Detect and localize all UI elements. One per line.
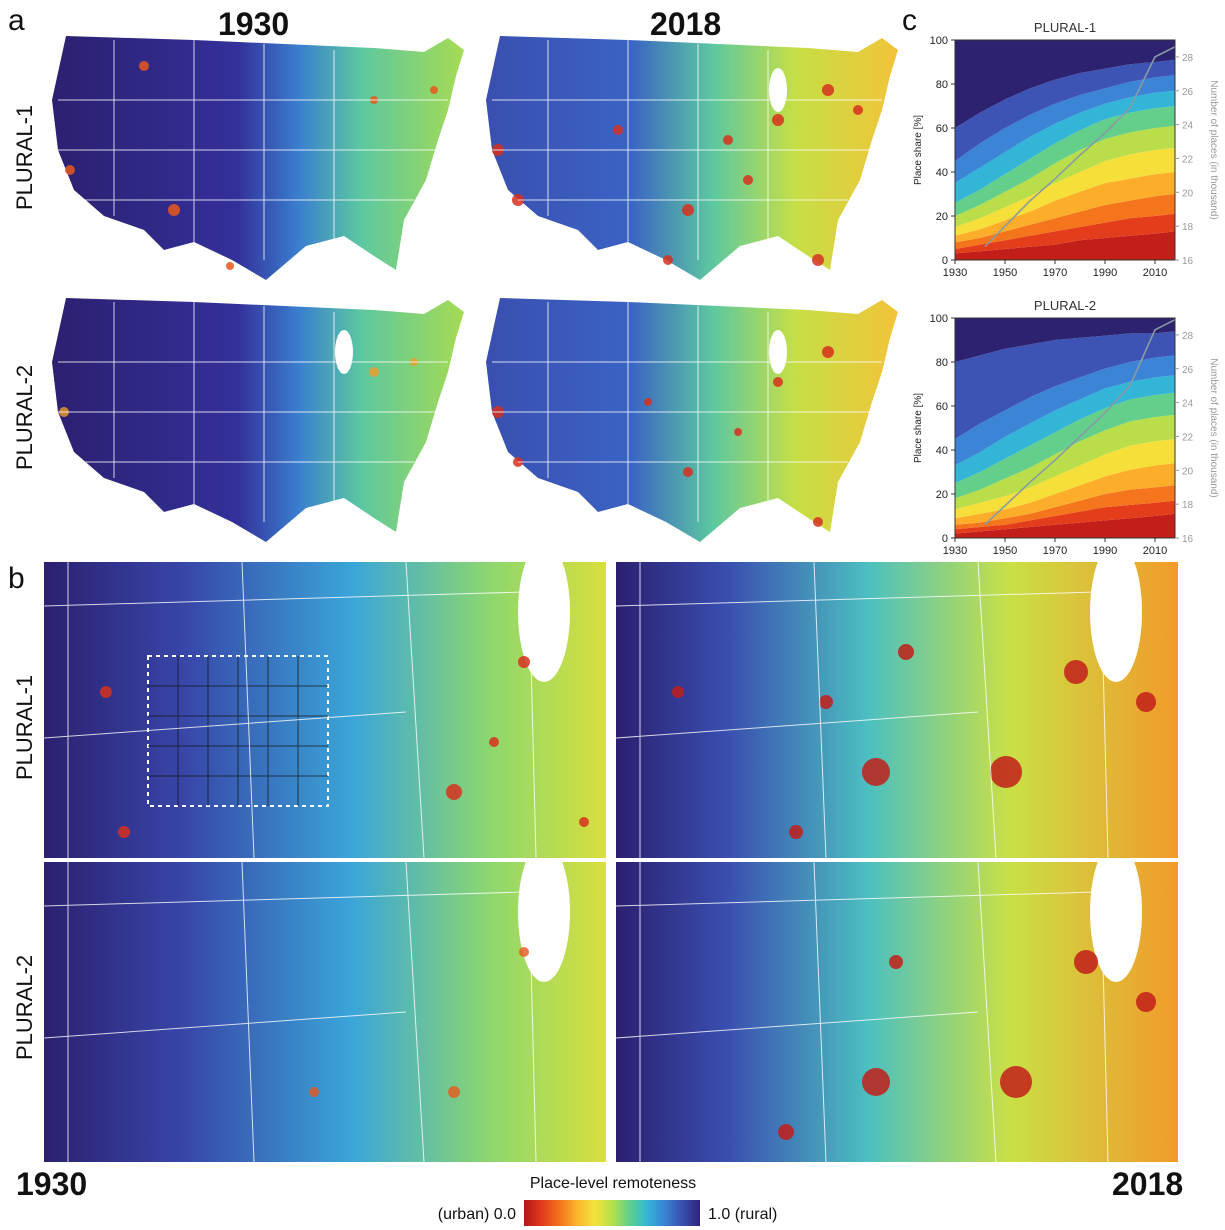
chart-title: PLURAL-2 (1034, 298, 1096, 313)
colorbar-right-label: 1.0 (rural) (708, 1206, 778, 1223)
y-tick-label: 40 (936, 167, 948, 179)
area-band-4 (955, 172, 1175, 243)
y-tick-label: 0 (942, 533, 948, 545)
y2-axis-label: Number of places (in thousand) (1208, 358, 1219, 498)
area-band-7 (955, 106, 1175, 216)
map-region-plural-1-1930 (44, 562, 606, 858)
row-label-b-plural-2: PLURAL-2 (12, 954, 37, 1060)
x-tick-label: 1970 (1043, 545, 1067, 557)
x-tick-label: 1930 (943, 267, 967, 279)
area-band-1 (955, 513, 1175, 538)
y2-tick-label: 18 (1182, 222, 1194, 233)
y2-tick-label: 22 (1182, 154, 1194, 165)
panel-label-c: c (902, 4, 917, 37)
colorbar-gradient (524, 1200, 700, 1226)
stacked-area-chart-plural-2: PLURAL-2 0 20 40 60 80 100 1930 1950 1970 1990 2010… (913, 298, 1219, 557)
row-label-a-plural-2: PLURAL-2 (12, 364, 37, 470)
y-tick-label: 60 (936, 401, 948, 413)
y-tick-label: 40 (936, 445, 948, 457)
y2-axis-label: Number of places (in thousand) (1208, 80, 1219, 220)
y-tick-label: 100 (930, 35, 948, 47)
places-count-line (984, 318, 1176, 526)
y2-tick-label: 22 (1182, 432, 1194, 443)
y-tick-label: 100 (930, 313, 948, 325)
area-band-9 (955, 355, 1175, 466)
area-band-8 (955, 90, 1175, 203)
colorbar-left-label: (urban) 0.0 (437, 1206, 516, 1223)
bottom-year-2018: 2018 (1112, 1166, 1184, 1202)
area-band-3 (955, 485, 1175, 530)
y2-tick-label: 26 (1182, 365, 1194, 376)
panel-label-a: a (8, 4, 25, 37)
area-band-11 (955, 40, 1175, 128)
places-count-line (984, 46, 1176, 248)
area-band-5 (955, 147, 1175, 236)
y2-tick-label: 24 (1182, 399, 1194, 410)
y-tick-label: 60 (936, 123, 948, 135)
area-band-2 (955, 500, 1175, 534)
y-tick-label: 0 (942, 255, 948, 267)
y-tick-label: 20 (936, 211, 948, 223)
area-band-6 (955, 125, 1175, 227)
area-band-10 (955, 331, 1175, 439)
x-tick-label: 2010 (1143, 267, 1167, 279)
y2-tick-label: 28 (1182, 53, 1194, 64)
area-band-7 (955, 392, 1175, 499)
stacked-area-chart-plural-1: PLURAL-1 0 20 40 60 80 100 1930 1950 1970 1990 2010… (913, 20, 1219, 279)
area-band-3 (955, 194, 1175, 249)
x-tick-label: 1930 (943, 545, 967, 557)
colorbar-title: Place-level remoteness (529, 1175, 697, 1192)
area-band-6 (955, 414, 1175, 510)
row-label-a-plural-1: PLURAL-1 (12, 104, 37, 210)
y2-tick-label: 28 (1182, 331, 1194, 342)
y2-tick-label: 26 (1182, 87, 1194, 98)
y2-tick-label: 18 (1182, 500, 1194, 511)
area-band-10 (955, 59, 1175, 161)
x-tick-label: 1970 (1043, 267, 1067, 279)
map-us-plural-2-1930 (44, 292, 472, 554)
area-band-9 (955, 75, 1175, 183)
plot-frame (954, 317, 1176, 539)
x-tick-label: 1950 (993, 545, 1017, 557)
x-tick-label: 1950 (993, 267, 1017, 279)
y-tick-label: 80 (936, 357, 948, 369)
y-tick-label: 20 (936, 489, 948, 501)
x-tick-label: 1990 (1093, 267, 1117, 279)
y2-tick-label: 16 (1182, 534, 1194, 545)
row-label-b-plural-1: PLURAL-1 (12, 674, 37, 780)
header-year-1930: 1930 (218, 6, 290, 42)
area-band-1 (955, 231, 1175, 260)
y-axis-label: Place share [%] (913, 393, 924, 463)
map-us-plural-1-1930 (44, 30, 472, 292)
chart-title: PLURAL-1 (1034, 20, 1096, 35)
y2-tick-label: 20 (1182, 466, 1194, 477)
map-us-plural-1-2018 (478, 30, 906, 292)
y-axis-label: Place share [%] (913, 115, 924, 185)
panel-c-charts: PLURAL-1 0 20 40 60 80 100 1930 1950 1970 1990 2010… (905, 18, 1223, 566)
header-year-2018: 2018 (650, 6, 722, 42)
y2-tick-label: 20 (1182, 188, 1194, 199)
y2-tick-label: 24 (1182, 121, 1194, 132)
plot-frame (954, 39, 1176, 261)
x-tick-label: 2010 (1143, 545, 1167, 557)
area-band-2 (955, 213, 1175, 254)
y-tick-label: 80 (936, 79, 948, 91)
area-band-5 (955, 439, 1175, 519)
map-region-plural-2-2018 (616, 862, 1178, 1162)
area-band-8 (955, 375, 1175, 483)
map-region-plural-1-2018 (616, 562, 1178, 858)
panel-label-b: b (8, 562, 25, 595)
map-us-plural-2-2018 (478, 292, 906, 554)
area-band-11 (955, 318, 1175, 362)
y2-tick-label: 16 (1182, 256, 1194, 267)
area-band-4 (955, 463, 1175, 525)
bottom-year-1930: 1930 (16, 1166, 88, 1202)
map-region-plural-2-1930 (44, 862, 606, 1162)
x-tick-label: 1990 (1093, 545, 1117, 557)
